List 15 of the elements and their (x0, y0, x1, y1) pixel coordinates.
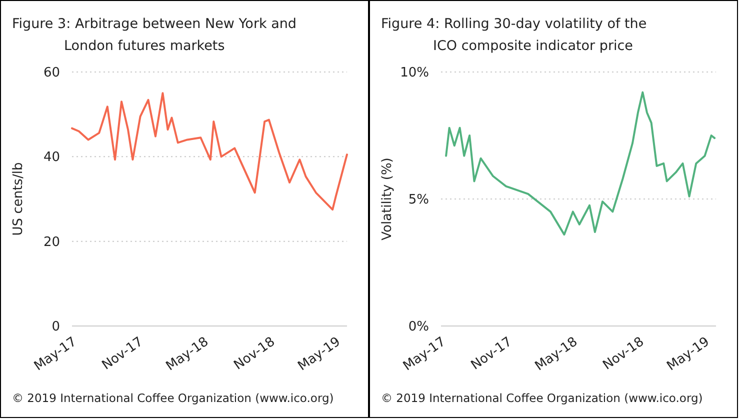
y-tick-label: 0 (52, 320, 60, 335)
y-tick-label: 20 (43, 234, 60, 250)
y-tick-label: 0% (408, 320, 429, 335)
text: © 2019 International Coffee Organization (www.ico.org) (12, 391, 334, 405)
chart-title: Figure 4: Rolling 30-day volatility of the ICO composite indicator price (381, 16, 647, 54)
y-tick-label: 40 (43, 150, 60, 166)
text: © 2019 International Coffee Organization (www.ico.org) (381, 391, 703, 405)
line-series (445, 91, 716, 236)
line-series (71, 92, 348, 211)
y-tick-label: 60 (43, 66, 60, 81)
y-axis-title: Volatility (%) (380, 158, 395, 240)
y-tick-label: 5% (408, 192, 429, 208)
y-axis-title: US cents/lb (11, 162, 26, 236)
chart-title: Figure 3: Arbitrage between New York and London futures markets (12, 16, 297, 54)
y-tick-label: 10% (400, 66, 429, 81)
